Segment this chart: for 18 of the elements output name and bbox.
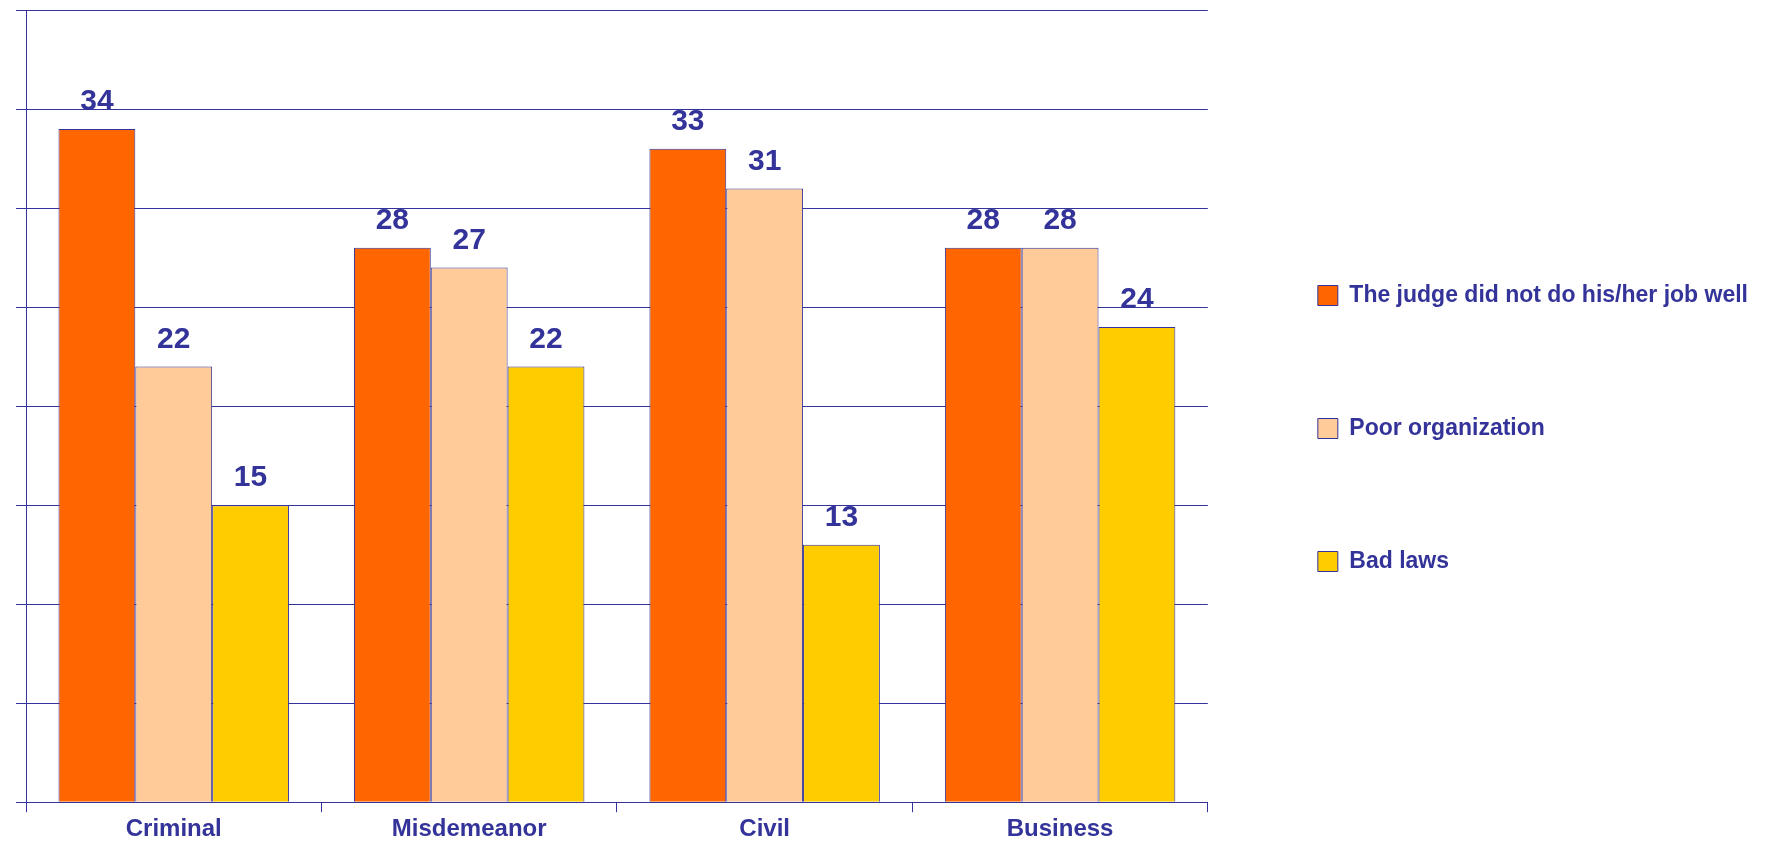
- data-label: 22: [529, 320, 563, 354]
- data-label: 31: [747, 142, 782, 176]
- data-label: 27: [452, 221, 486, 255]
- x-tick-label: Civil: [739, 814, 790, 842]
- legend-label: Bad laws: [1349, 546, 1450, 573]
- data-label: 34: [80, 83, 114, 117]
- data-label: 33: [671, 103, 705, 137]
- data-label: 28: [1043, 202, 1077, 236]
- data-label: 13: [824, 499, 859, 533]
- data-label: 28: [966, 202, 1000, 236]
- data-label: 22: [157, 320, 191, 354]
- data-label: 15: [233, 459, 268, 493]
- x-tick-label: Misdemeanor: [391, 814, 547, 842]
- legend-label: Poor organization: [1349, 413, 1545, 440]
- x-tick-label: Criminal: [125, 814, 222, 842]
- x-tick-label: Business: [1006, 814, 1114, 842]
- data-label: 28: [375, 202, 410, 236]
- legend-label: The judge did not do his/her job well: [1349, 280, 1749, 307]
